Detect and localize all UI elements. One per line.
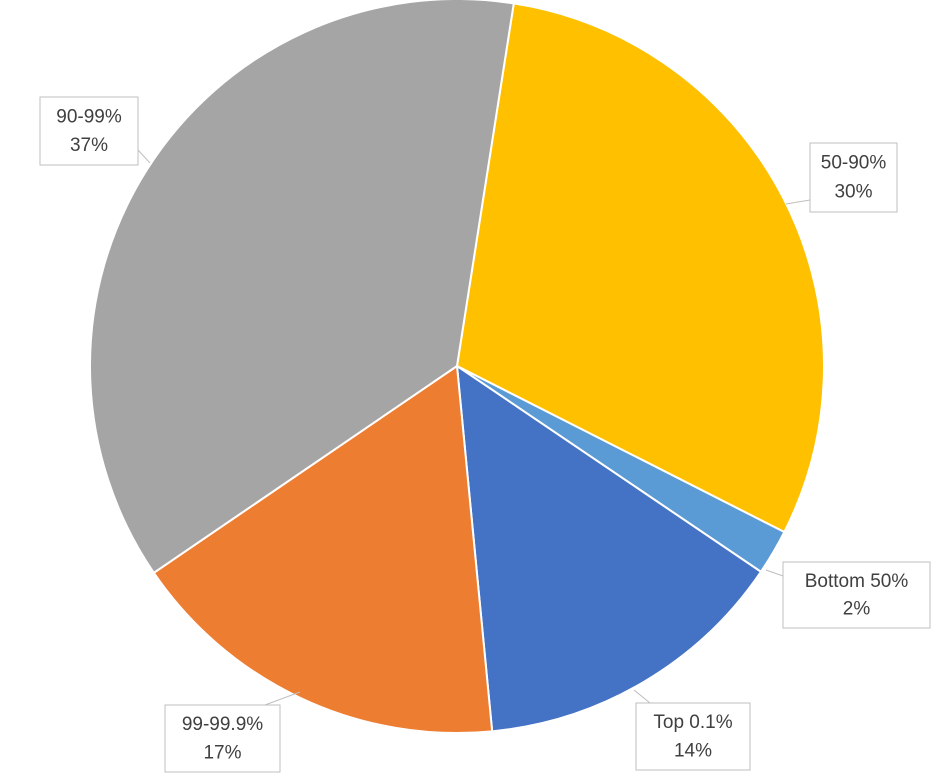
data-label-name: Bottom 50% [805,571,909,592]
data-label-value: 17% [203,742,241,763]
data-label-value: 2% [843,599,871,620]
leader-line [633,689,651,704]
data-label-name: 99-99.9% [182,714,263,735]
label-box [809,142,898,213]
label-box [635,702,751,771]
data-label-value: 14% [674,740,712,761]
leader-line [137,149,151,164]
pie-slice [455,2,825,534]
data-label-name: 90-99% [56,106,122,127]
label-box [39,96,139,166]
leader-line [264,691,301,706]
leader-line [765,569,784,577]
data-label-value: 37% [70,135,108,156]
pie-slice [152,364,494,734]
pie-slice [455,363,763,733]
label-box [164,704,281,773]
data-label-value: 30% [834,182,872,203]
data-label-name: Top 0.1% [653,712,732,733]
label-box [782,561,931,629]
leader-line [785,199,811,205]
pie-slice [89,0,515,575]
data-label-name: 50-90% [821,153,887,174]
